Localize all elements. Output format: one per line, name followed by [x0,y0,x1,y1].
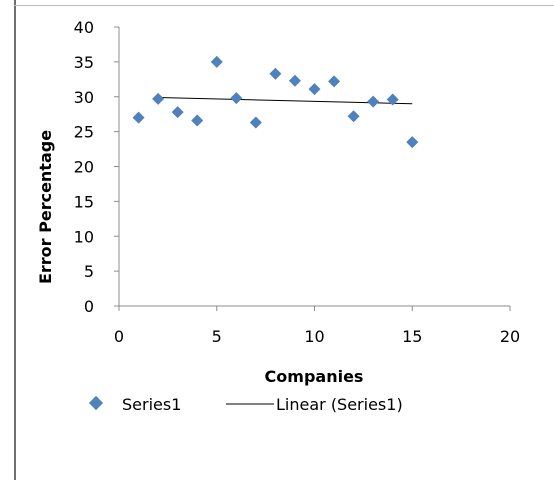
x-tick-label: 0 [114,327,124,346]
y-tick-label: 5 [84,262,94,281]
frame-left-border [14,0,16,480]
legend-label-trendline: Linear (Series1) [276,395,403,414]
data-point [406,136,419,149]
x-axis-ticks: 0 5 10 15 20 [114,306,520,346]
data-point [367,95,380,108]
legend: Series1 Linear (Series1) [88,395,403,414]
y-tick-label: 0 [84,297,94,316]
data-point [308,83,321,96]
data-point [249,116,262,129]
data-point [288,74,301,87]
data-point [386,93,399,106]
data-point [132,111,145,124]
x-tick-label: 15 [402,327,422,346]
x-axis-title: Companies [265,367,364,386]
data-point [191,114,204,127]
data-point [347,110,360,123]
frame-top-border [14,5,554,6]
y-tick-label: 10 [74,227,94,246]
data-point [328,75,341,88]
data-point [269,67,282,80]
y-tick-label: 25 [74,123,94,142]
data-point [210,55,223,68]
data-point [152,92,165,105]
data-point [171,106,184,119]
legend-marker-series1 [88,395,104,411]
data-points [132,55,419,149]
y-tick-label: 20 [74,158,94,177]
data-point [230,92,243,105]
y-axis-ticks: 0 5 10 15 20 25 30 35 40 [74,18,119,316]
x-tick-label: 10 [304,327,324,346]
y-tick-label: 40 [74,18,94,37]
y-axis-title: Error Percentage [36,130,55,284]
x-tick-label: 5 [212,327,222,346]
legend-label-series1: Series1 [122,395,181,414]
x-tick-label: 20 [500,327,520,346]
y-tick-label: 30 [74,88,94,107]
y-tick-label: 35 [74,53,94,72]
y-tick-label: 15 [74,192,94,211]
